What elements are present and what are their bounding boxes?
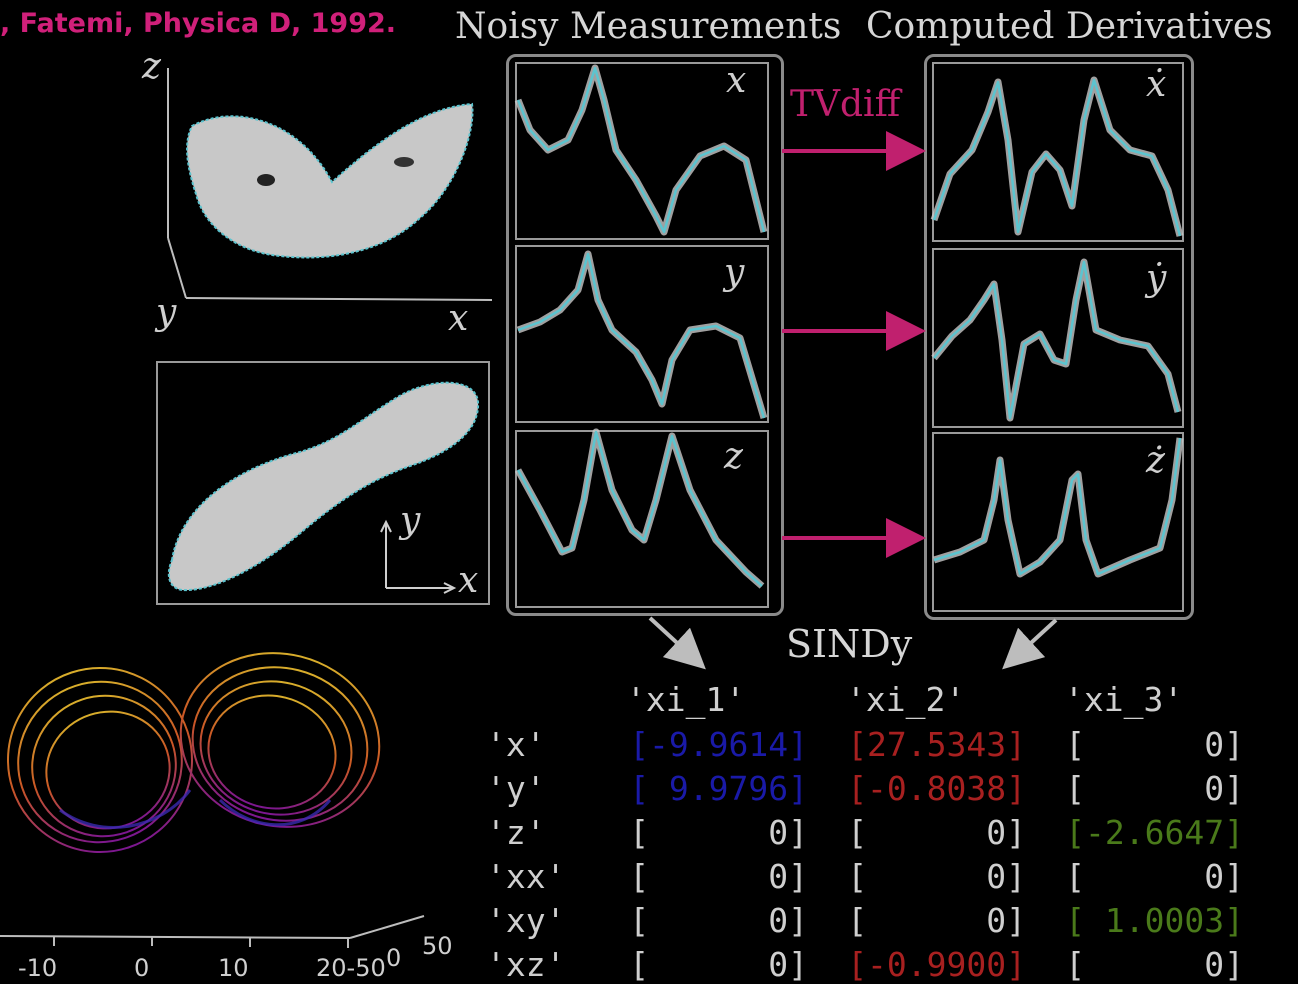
table-row-label: 'xy' <box>486 901 566 940</box>
axis-label-z-3d: z <box>142 46 161 87</box>
curve-x-measured <box>514 64 768 236</box>
derivative-label-zdot: ż <box>1146 440 1165 481</box>
table-cell: [ 0] <box>629 901 808 940</box>
noisy-measurements-group <box>506 54 784 616</box>
table-row-label: 'xx' <box>486 857 566 896</box>
tick-z-0: 0 <box>386 944 402 972</box>
measurement-label-z: z <box>724 436 743 477</box>
header-noisy-measurements: Noisy Measurements <box>455 6 842 47</box>
table-row-label: 'z' <box>486 813 546 852</box>
tick-10: 10 <box>218 954 249 982</box>
sindy-label: SINDy <box>786 622 913 666</box>
table-cell: [ 1.0003] <box>1065 901 1244 940</box>
table-cell: [-0.9900] <box>847 945 1026 984</box>
table-cell: [-0.8038] <box>847 769 1026 808</box>
axis-label-x-2d: x <box>458 560 479 601</box>
table-cell: [27.5343] <box>847 725 1026 764</box>
table-row-label: 'xz' <box>486 945 566 984</box>
axis-label-y-2d: y <box>400 500 421 541</box>
table-row-label: 'x' <box>486 725 546 764</box>
curve-z-measured <box>514 428 765 589</box>
table-cell: [ 0] <box>1065 857 1244 896</box>
curve-y-measured <box>516 250 768 420</box>
derivative-panel-zdot <box>932 432 1184 612</box>
arrow-derivatives-to-sindy <box>1002 618 1058 670</box>
measurement-label-y: y <box>724 252 745 293</box>
curve-ydot <box>931 258 1182 422</box>
table-cell: [ 9.9796] <box>629 769 808 808</box>
table-cell: [ 0] <box>847 901 1026 940</box>
table-col-xi3: 'xi_3' <box>1064 680 1184 719</box>
attractor-2d-axes <box>380 519 457 594</box>
measurement-panel-z <box>515 430 769 608</box>
curve-zdot <box>932 437 1184 578</box>
tick-20-neg50: 20-50 <box>316 954 386 982</box>
axis-label-x-3d: x <box>448 298 469 339</box>
table-cell: [ 0] <box>847 857 1026 896</box>
tick-z-50: 50 <box>422 932 453 960</box>
tick-0: 0 <box>134 954 150 982</box>
table-col-xi1: 'xi_1' <box>626 680 746 719</box>
table-col-xi2: 'xi_2' <box>846 680 966 719</box>
tvdiff-label: TVdiff <box>790 84 901 125</box>
table-cell: [ 0] <box>1065 945 1244 984</box>
derivative-panel-ydot <box>932 248 1184 428</box>
table-cell: [ 0] <box>847 813 1026 852</box>
table-cell: [ 0] <box>629 813 808 852</box>
table-cell: [ 0] <box>1065 769 1244 808</box>
measurement-label-x: x <box>726 60 747 101</box>
tick-neg10: -10 <box>18 954 58 982</box>
derivative-label-ydot: ẏ <box>1146 258 1167 299</box>
citation: , Fatemi, Physica D, 1992. <box>0 8 397 39</box>
axis-label-y-3d: y <box>156 292 177 333</box>
table-cell: [-2.6647] <box>1065 813 1244 852</box>
attractor-3d-axes <box>167 68 493 301</box>
table-cell: [ 0] <box>1065 725 1244 764</box>
curve-xdot <box>930 76 1184 237</box>
table-cell: [ 0] <box>629 945 808 984</box>
table-row-label: 'y' <box>486 769 546 808</box>
attractor-2d-cloud <box>167 381 480 592</box>
derivative-label-xdot: ẋ <box>1146 64 1167 105</box>
arrow-measurements-to-sindy <box>648 616 706 670</box>
attractor-3d-cloud <box>186 102 474 259</box>
table-cell: [-9.9614] <box>629 725 808 764</box>
header-computed-derivatives: Computed Derivatives <box>866 6 1273 47</box>
table-cell: [ 0] <box>629 857 808 896</box>
